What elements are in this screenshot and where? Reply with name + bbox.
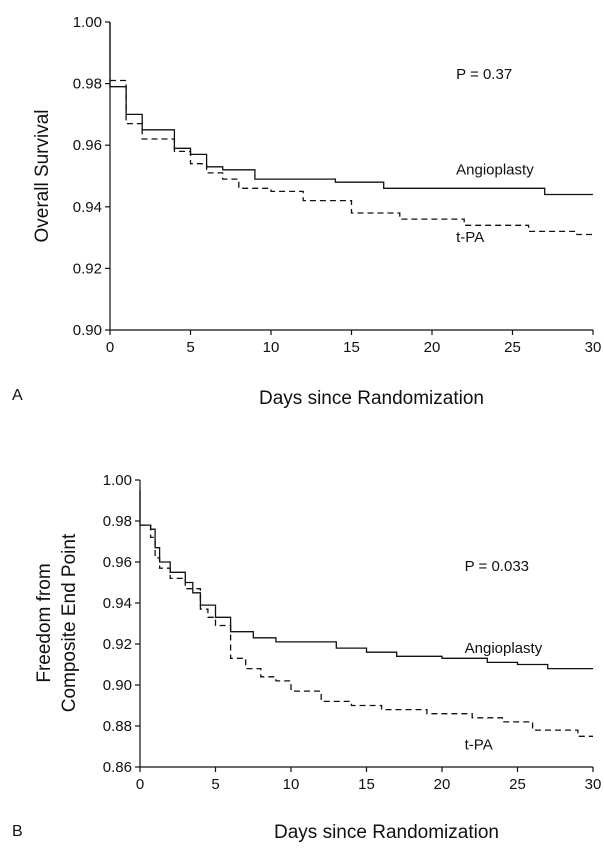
panel-a-marks: 0.90 0.92 0.94 0.96 0.98 1.00 0 5 10 15 20 25 30 xyxy=(73,14,602,356)
panel-b-series-line-t-pa xyxy=(140,524,593,737)
panel-b-y-axis-title-line-1: Freedom from xyxy=(34,563,55,682)
panel-a-series-label-tpa: t-PA xyxy=(456,229,484,246)
panel-b-y-tick-label: 0.86 xyxy=(103,759,132,776)
panel-b-x-tick-label: 30 xyxy=(585,776,602,793)
panel-a-x-tick-label: 10 xyxy=(263,339,280,356)
panel-b-marks: 0.86 0.88 0.90 0.92 0.94 0.96 0.98 1.00 0 5 10 15 20… xyxy=(103,472,602,793)
panel-a-x-tick-label: 20 xyxy=(424,339,441,356)
panel-b-y-tick-label: 0.88 xyxy=(103,718,132,735)
panel-b-p-value: P = 0.033 xyxy=(465,558,529,575)
panel-b-y-tick-label: 0.94 xyxy=(103,595,132,612)
panel-b-x-tick-label: 15 xyxy=(358,776,375,793)
panel-a-series-line-t-pa xyxy=(110,79,593,236)
panel-a-y-tick-label: 0.98 xyxy=(73,76,102,93)
panel-a-x-tick-label: 5 xyxy=(186,339,194,356)
panel-b-x-axis-title: Days since Randomization xyxy=(274,822,499,843)
panel-b-series-line-angioplasty xyxy=(139,490,593,670)
panel-b-letter: B xyxy=(12,823,23,840)
panel-a-y-tick-label: 0.94 xyxy=(73,199,102,216)
panel-a-x-tick-label: 25 xyxy=(504,339,521,356)
panel-a-series-label-angioplasty: Angioplasty xyxy=(456,161,534,178)
panel-a-x-tick-label: 0 xyxy=(106,339,114,356)
panel-b-x-tick-label: 25 xyxy=(509,776,526,793)
panel-a: 0.90 0.92 0.94 0.96 0.98 1.00 0 5 10 15 20 25 30 P =… xyxy=(12,14,601,409)
panel-b-x-tick-label: 5 xyxy=(211,776,219,793)
panel-a-x-tick-label: 30 xyxy=(585,339,602,356)
panel-b-y-tick-label: 0.96 xyxy=(103,554,132,571)
panel-a-y-axis-title-line-1: Overall Survival xyxy=(32,109,53,242)
panel-a-y-tick-label: 0.90 xyxy=(73,322,102,339)
panel-b-y-axis-title-line-2: Composite End Point xyxy=(59,533,80,712)
panel-b: 0.86 0.88 0.90 0.92 0.94 0.96 0.98 1.00 0 5 10 15 20… xyxy=(12,472,601,843)
panel-b-y-tick-label: 1.00 xyxy=(103,472,132,489)
panel-a-y-tick-label: 0.96 xyxy=(73,137,102,154)
panel-a-y-tick-label: 1.00 xyxy=(73,14,102,31)
panel-b-series-label-angioplasty: Angioplasty xyxy=(465,640,543,657)
panel-b-x-tick-label: 10 xyxy=(283,776,300,793)
panel-a-x-tick-label: 15 xyxy=(343,339,360,356)
panel-a-x-axis-title: Days since Randomization xyxy=(259,388,484,409)
panel-b-series-label-tpa: t-PA xyxy=(465,737,493,754)
panel-a-letter: A xyxy=(12,387,23,404)
panel-b-y-tick-label: 0.92 xyxy=(103,636,132,653)
panel-b-x-tick-label: 20 xyxy=(434,776,451,793)
panel-a-p-value: P = 0.37 xyxy=(456,66,512,83)
panel-a-y-tick-label: 0.92 xyxy=(73,260,102,277)
panel-b-y-tick-label: 0.98 xyxy=(103,513,132,530)
panel-b-y-tick-label: 0.90 xyxy=(103,677,132,694)
panel-b-x-tick-label: 0 xyxy=(136,776,144,793)
